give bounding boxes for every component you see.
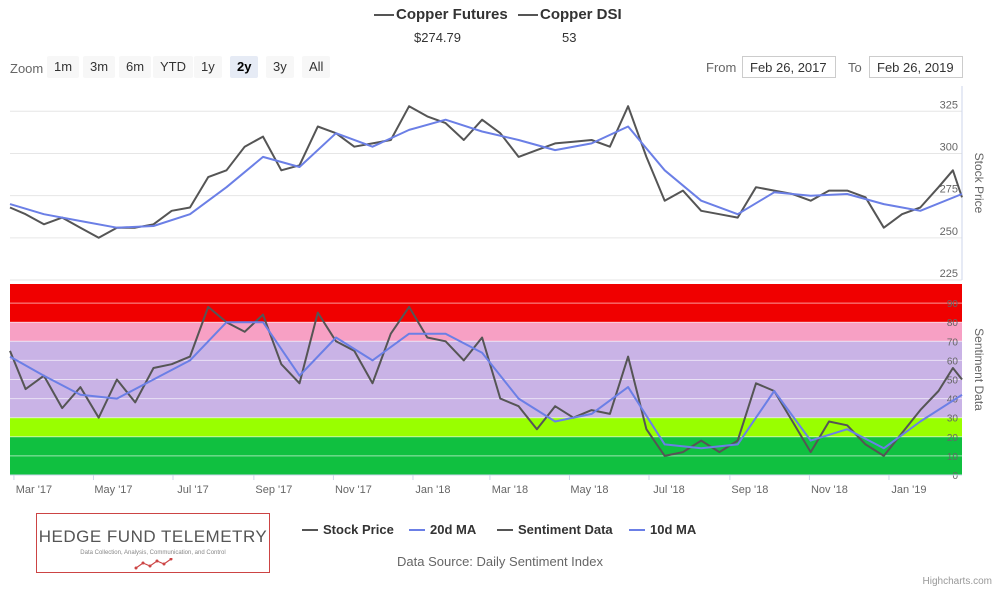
price-tick-label: 225: [940, 268, 958, 280]
price-tick-label: 325: [940, 99, 958, 111]
legend-swatch: [629, 528, 645, 531]
price-axis-title: Stock Price: [972, 153, 986, 214]
legend-item-stock-price[interactable]: Stock Price: [302, 522, 394, 537]
range-to-label: To: [848, 60, 862, 75]
x-tick-label: May '17: [94, 484, 132, 496]
zoom-button-3y[interactable]: 3y: [266, 56, 294, 78]
stock-price-line: [9, 105, 963, 239]
header-series-copper-dsi[interactable]: Copper DSI: [518, 6, 622, 23]
x-tick-label: Jan '18: [415, 484, 450, 496]
zoom-button-all[interactable]: All: [302, 56, 331, 78]
header-series-copper-futures[interactable]: Copper Futures: [374, 6, 508, 23]
logo-subtitle: Data Collection, Analysis, Communication…: [80, 550, 226, 556]
sentiment-tick-label: 90: [947, 299, 959, 310]
sentiment-10d-ma-line: [9, 321, 963, 450]
sentiment-tick-label: 30: [947, 414, 959, 425]
legend-swatch: [409, 528, 425, 531]
logo: HEDGE FUND TELEMETRY Data Collection, An…: [36, 513, 270, 573]
header-value-copper-futures: $274.79: [414, 30, 461, 45]
data-source-note: Data Source: Daily Sentiment Index: [397, 554, 603, 569]
x-tick-label: Jan '19: [891, 484, 926, 496]
series-swatch: [518, 13, 538, 16]
x-tick-label: Jul '18: [653, 484, 684, 496]
legend-label: Stock Price: [323, 522, 394, 537]
sentiment-band: [10, 417, 962, 437]
price-20d-ma-line: [9, 118, 963, 229]
zoom-button-1m[interactable]: 1m: [47, 56, 80, 78]
sentiment-data-line: [9, 305, 963, 457]
x-tick-label: Jul '17: [177, 484, 208, 496]
credits-link[interactable]: Highcharts.com: [922, 576, 992, 587]
legend-item-sentiment-data[interactable]: Sentiment Data: [497, 522, 613, 537]
price-tick-label: 275: [940, 184, 958, 196]
sentiment-tick-label: 60: [947, 356, 959, 367]
sentiment-tick-label: 80: [947, 318, 959, 329]
sentiment-tick-label: 70: [947, 337, 959, 348]
x-tick-label: Sep '17: [255, 484, 292, 496]
series-swatch: [374, 13, 394, 16]
zoom-button-6m[interactable]: 6m: [119, 56, 152, 78]
legend-label: Sentiment Data: [518, 522, 613, 537]
legend-label: 10d MA: [650, 522, 697, 537]
sentiment-tick-label: 50: [947, 376, 959, 387]
price-tick-label: 300: [940, 141, 958, 153]
sentiment-tick-label: 20: [947, 433, 959, 444]
sentiment-axis-title: Sentiment Data: [972, 328, 986, 411]
logo-title: HEDGE FUND TELEMETRY: [38, 527, 268, 546]
x-tick-label: May '18: [570, 484, 608, 496]
zoom-button-ytd[interactable]: YTD: [153, 56, 193, 78]
zoom-button-2y[interactable]: 2y: [230, 56, 259, 78]
sentiment-band: [10, 322, 962, 342]
header-value-copper-dsi: 53: [562, 30, 577, 45]
range-from-label: From: [706, 60, 737, 75]
x-tick-label: Nov '17: [335, 484, 372, 496]
sentiment-tick-label: 0: [952, 471, 958, 482]
legend-swatch: [497, 528, 513, 531]
legend-item-20d-ma[interactable]: 20d MA: [409, 522, 476, 537]
x-tick-label: Sep '18: [731, 484, 768, 496]
x-tick-label: Mar '18: [492, 484, 528, 496]
range-to-input[interactable]: Feb 26, 2019: [869, 56, 963, 78]
range-from-input[interactable]: Feb 26, 2017: [742, 56, 836, 78]
logo-chart-icon: [134, 558, 173, 570]
legend-swatch: [302, 528, 318, 531]
header-series-name: Copper DSI: [540, 6, 622, 23]
header-series-name: Copper Futures: [396, 6, 508, 23]
legend-label: 20d MA: [430, 522, 477, 537]
legend-item-10d-ma[interactable]: 10d MA: [629, 522, 696, 537]
zoom-button-1y[interactable]: 1y: [194, 56, 222, 78]
price-tick-label: 250: [940, 226, 958, 238]
x-tick-label: Mar '17: [16, 484, 52, 496]
zoom-label: Zoom: [10, 61, 44, 76]
zoom-button-3m[interactable]: 3m: [83, 56, 116, 78]
sentiment-tick-label: 10: [947, 452, 959, 463]
x-tick-label: Nov '18: [811, 484, 848, 496]
